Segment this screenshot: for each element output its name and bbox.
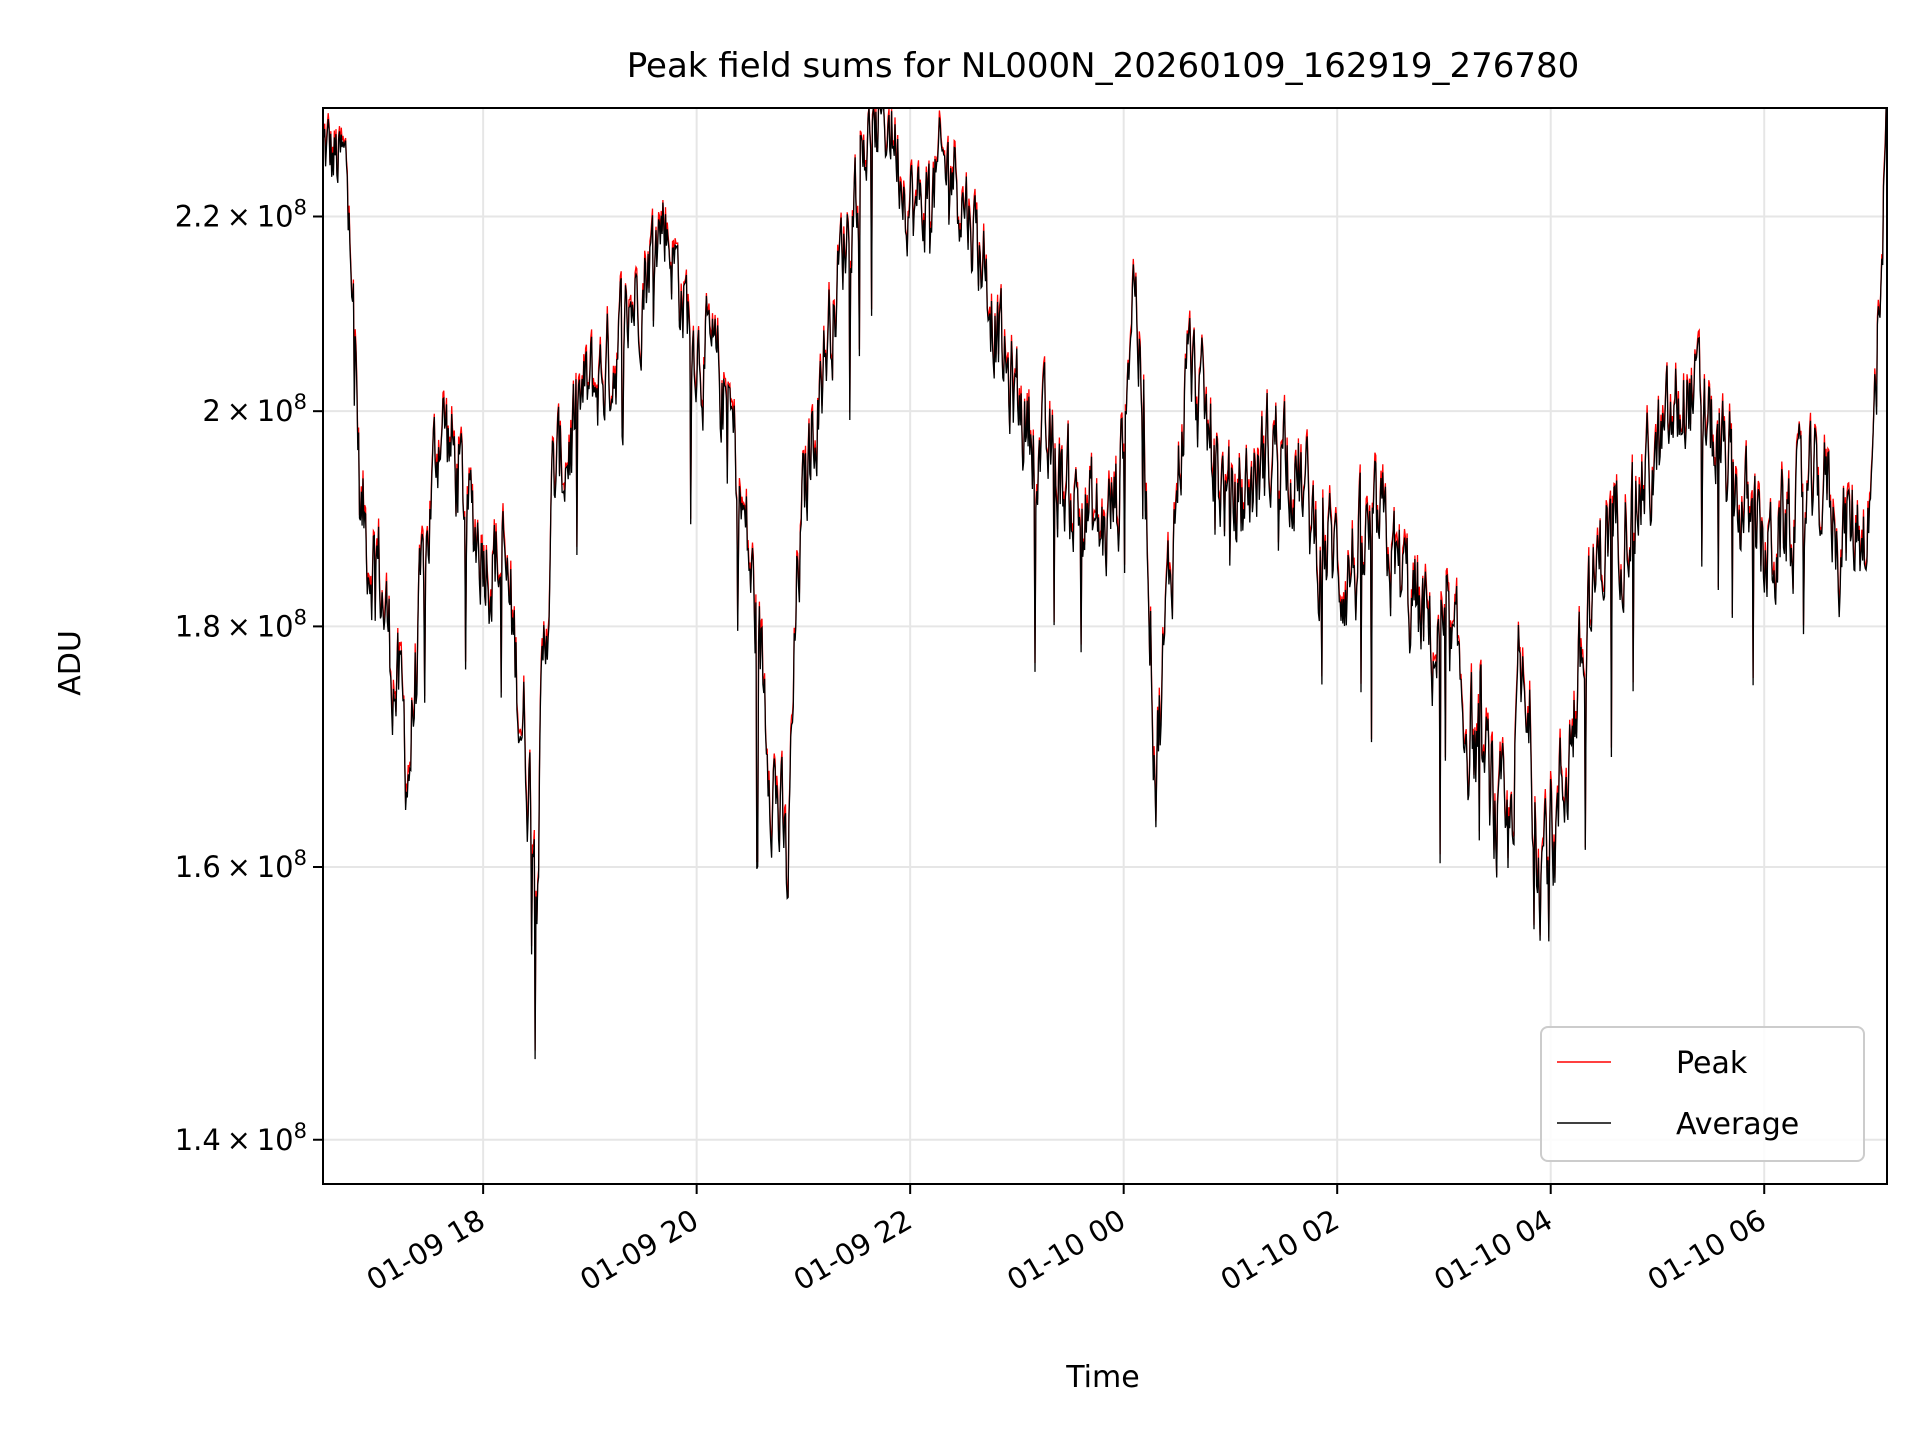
y-axis: 1.4 × 108 1.6 × 108 1.8 × 108 2 × 108 2.2 × … <box>175 195 323 1157</box>
y-tick-label: 1.4 × 108 <box>175 1119 307 1157</box>
y-tick-label: 2 × 108 <box>202 390 307 428</box>
legend-label-peak: Peak <box>1676 1046 1748 1081</box>
x-axis-label: Time <box>1065 1360 1139 1395</box>
grid <box>323 108 1887 1184</box>
axes-frame <box>322 107 1888 1185</box>
legend-label-average: Average <box>1676 1107 1799 1142</box>
plot-area <box>323 108 1887 1060</box>
y-tick-label: 2.2 × 108 <box>175 195 307 233</box>
legend: Peak Average <box>1540 1026 1865 1162</box>
y-tick-label: 1.8 × 108 <box>175 605 307 643</box>
y-axis-label: ADU <box>53 630 88 696</box>
y-tick-label: 1.6 × 108 <box>175 846 307 884</box>
legend-box <box>1540 1026 1865 1162</box>
chart-title: Peak field sums for NL000N_20260109_1629… <box>627 46 1580 86</box>
series-line-average <box>323 108 1887 1060</box>
